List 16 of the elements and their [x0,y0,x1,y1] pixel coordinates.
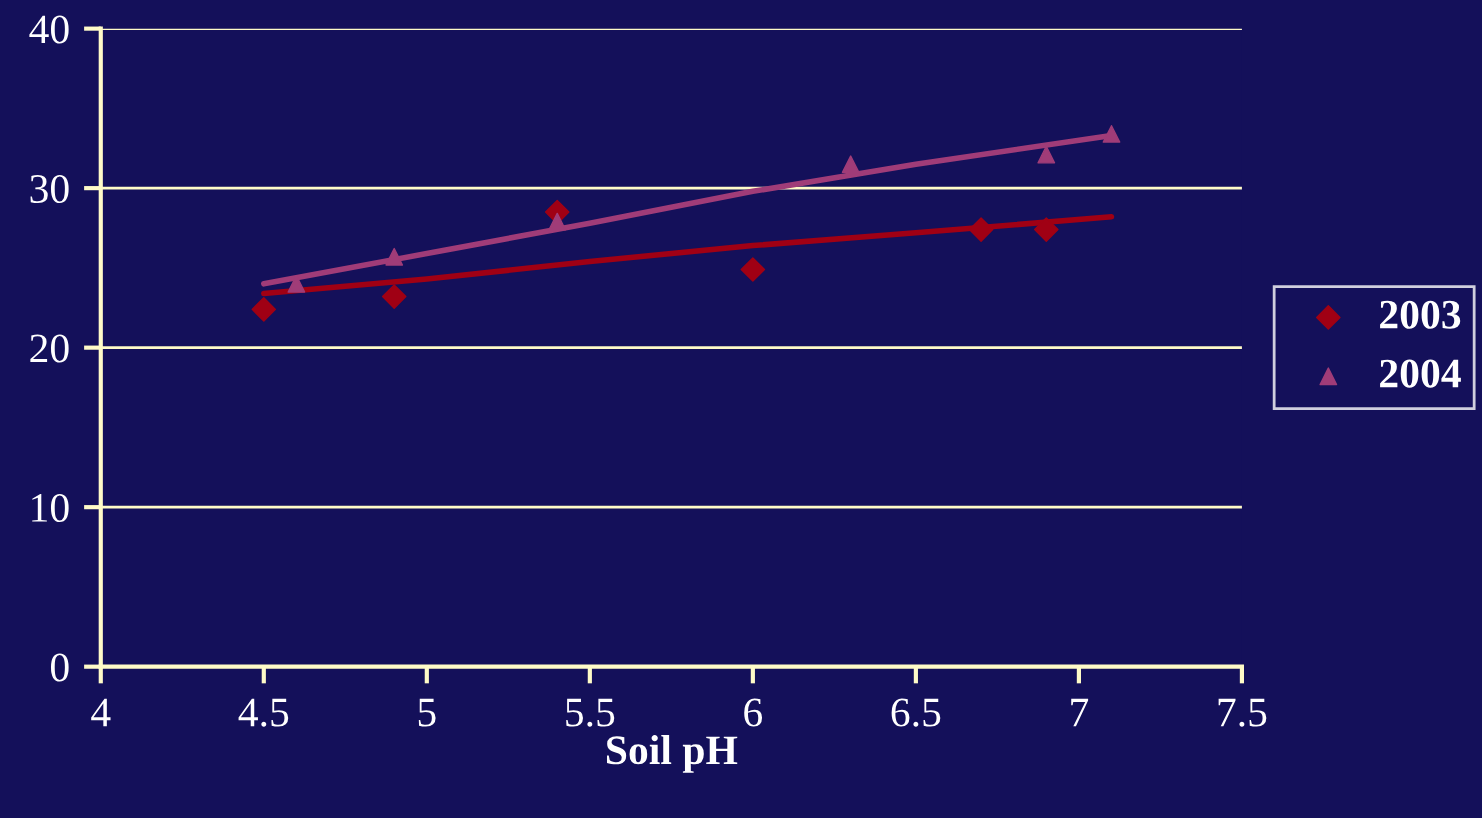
x-tick-label: 4.5 [238,698,289,727]
x-tick-label: 6.5 [891,698,941,727]
x-tick-label: 7 [1071,698,1089,727]
x-axis-title: Soil pH [606,735,738,773]
y-tick-label: 30 [30,174,69,204]
x-tick-label: 5.5 [566,698,615,727]
y-tick-label: 10 [32,493,69,523]
y-tick-label: 40 [29,15,69,44]
y-tick-label: 0 [50,653,69,682]
legend-label: 2004 [1380,359,1461,388]
x-tick-label: 4 [91,698,111,727]
x-tick-label: 6 [744,698,763,727]
x-tick-label: 5 [418,698,436,727]
y-tick-label: 20 [30,334,69,363]
legend-label: 2003 [1380,300,1461,329]
x-tick-label: 7.5 [1218,698,1267,727]
